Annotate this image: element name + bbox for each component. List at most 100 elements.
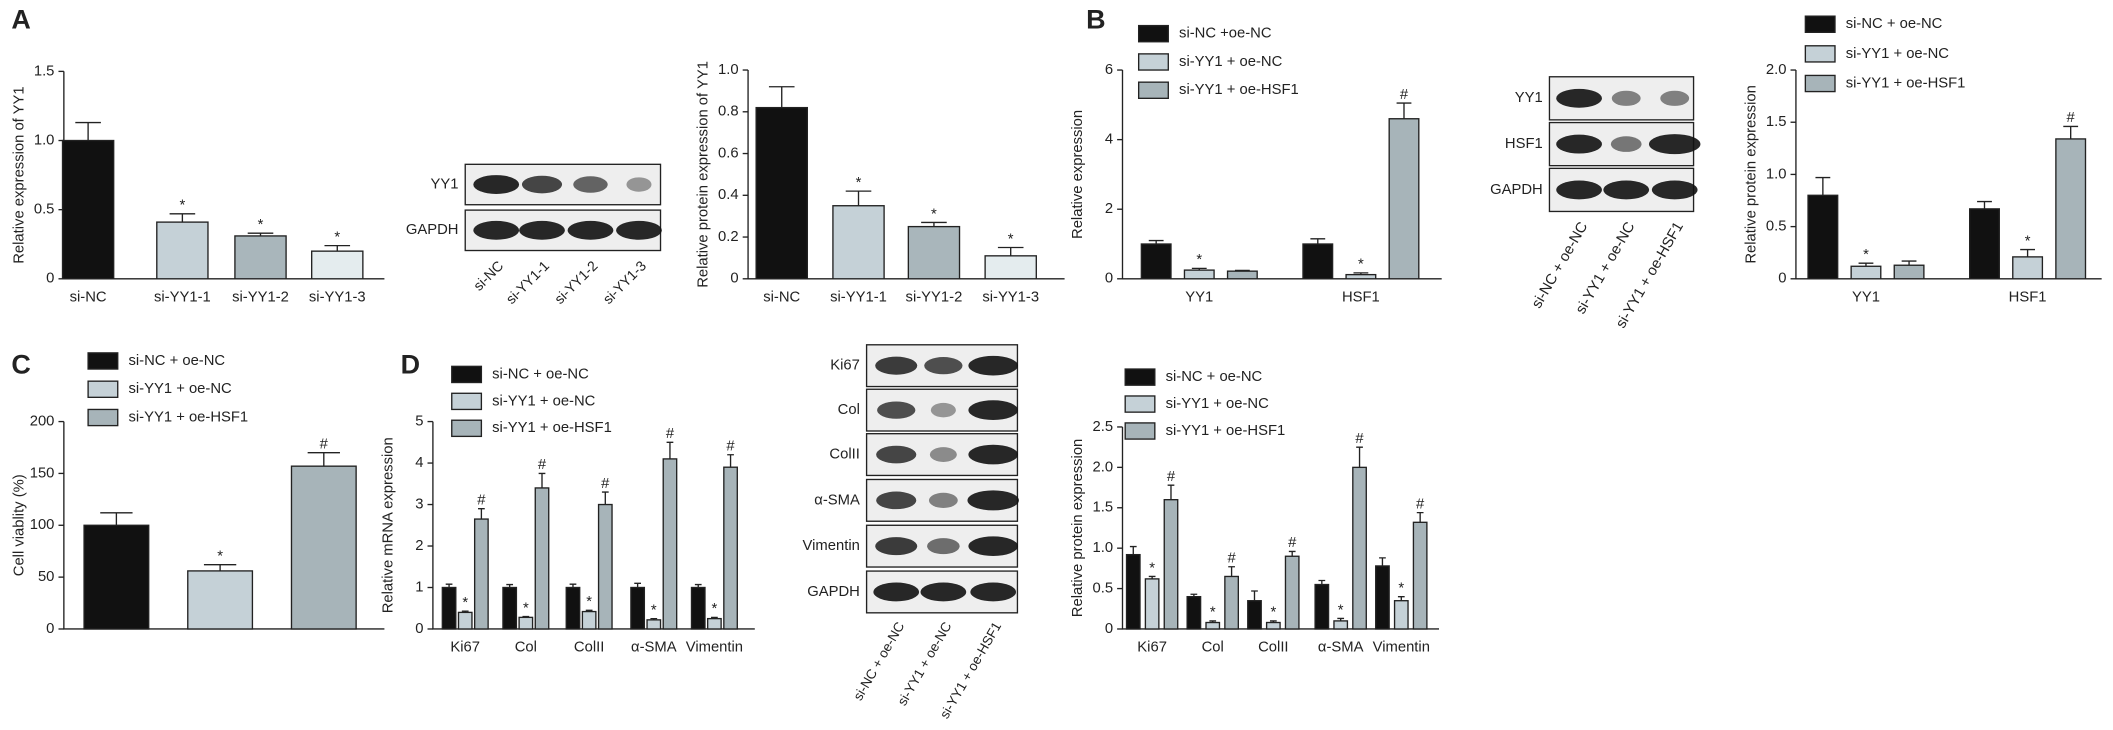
significance-mark: * — [1210, 605, 1216, 621]
blot-row-label: Vimentin — [803, 538, 860, 554]
error-bar — [585, 609, 593, 612]
error-bar — [1901, 260, 1917, 266]
bar — [984, 255, 1037, 280]
error-bar — [75, 121, 101, 141]
blot-band — [473, 175, 520, 194]
legend-label: si-NC +oe-NC — [1179, 26, 1272, 42]
error-bar — [845, 190, 872, 206]
bar — [61, 139, 115, 280]
blot-band — [1610, 136, 1642, 152]
legend-swatch — [87, 380, 119, 398]
bar — [1969, 208, 2000, 280]
significance-mark: * — [1196, 252, 1202, 268]
legend-swatch — [1137, 24, 1169, 43]
y-tick-label: 1.5 — [1766, 114, 1787, 130]
legend-swatch — [1804, 45, 1836, 63]
significance-mark: * — [334, 229, 340, 245]
blot-band — [877, 401, 916, 419]
y-tick-label: 3 — [415, 496, 423, 512]
error-bar — [324, 244, 351, 252]
error-bar — [768, 86, 795, 108]
x-tick-label: si-YY1-2 — [232, 290, 289, 306]
y-axis-title: Relative mRNA expression — [380, 437, 396, 613]
y-axis-title: Relative protein expression of YY1 — [696, 61, 712, 288]
bar — [755, 106, 809, 280]
blot-band — [968, 536, 1018, 556]
significance-mark: # — [666, 426, 675, 442]
bar — [581, 610, 597, 630]
significance-mark: * — [1338, 602, 1344, 618]
bar — [1850, 265, 1882, 280]
error-bar — [203, 564, 237, 571]
legend-swatch — [1137, 53, 1169, 71]
significance-mark: # — [1167, 469, 1176, 485]
bar — [441, 586, 457, 630]
y-tick-label: 1.0 — [1092, 540, 1113, 556]
x-tick-label: ColII — [1258, 640, 1288, 656]
y-tick-label: 4 — [1105, 132, 1113, 148]
significance-mark: * — [586, 594, 592, 610]
bar — [311, 250, 364, 280]
x-tick-label: Vimentin — [686, 640, 743, 656]
error-bar — [1148, 239, 1164, 245]
panel-label: D — [401, 349, 420, 379]
blot-band — [876, 491, 917, 510]
blot-band — [519, 220, 565, 240]
blot-lane-label: si-YY1-2 — [551, 257, 601, 307]
error-bar — [601, 491, 609, 505]
error-bar — [711, 616, 718, 619]
blot-band — [930, 402, 956, 418]
error-bar — [1167, 484, 1175, 500]
blot-lane-label: si-YY1-3 — [600, 257, 650, 307]
error-bar — [307, 452, 340, 467]
legend-label: si-NC + oe-NC — [1846, 16, 1943, 32]
error-bar — [247, 232, 274, 236]
significance-mark: * — [1008, 231, 1014, 247]
x-tick-label: si-YY1-3 — [982, 290, 1039, 306]
bar — [1265, 621, 1281, 630]
bar — [83, 524, 150, 630]
blot-band — [567, 220, 614, 240]
error-bar — [169, 213, 196, 223]
error-bar — [2063, 125, 2079, 139]
bar — [1144, 578, 1160, 630]
error-bar — [997, 246, 1024, 256]
x-tick-label: Ki67 — [1137, 640, 1167, 656]
x-tick-label: Vimentin — [1373, 640, 1430, 656]
blot-band — [1556, 88, 1602, 108]
significance-mark: # — [477, 493, 486, 509]
error-bar — [1353, 272, 1369, 275]
bar — [1183, 269, 1215, 280]
error-bar — [921, 221, 947, 227]
y-tick-label: 200 — [30, 413, 55, 429]
significance-mark: * — [523, 600, 529, 616]
panel-label: A — [11, 5, 30, 35]
y-tick-label: 1.5 — [34, 63, 55, 79]
bar — [1333, 620, 1349, 630]
legend-swatch — [1124, 368, 1156, 386]
y-tick-label: 1.0 — [718, 62, 739, 78]
bar — [723, 466, 738, 630]
legend-label: si-NC + oe-NC — [129, 353, 226, 369]
bar — [1186, 595, 1202, 630]
error-bar — [1228, 566, 1235, 577]
y-tick-label: 1.5 — [1092, 500, 1113, 516]
blot-band — [1603, 180, 1650, 200]
bar — [1140, 243, 1172, 280]
x-tick-label: HSF1 — [2009, 290, 2047, 306]
error-bar — [478, 508, 485, 520]
error-bar — [1318, 579, 1326, 585]
error-bar — [1251, 590, 1258, 601]
legend-swatch — [1804, 15, 1836, 33]
bar — [597, 503, 613, 630]
blot-band — [928, 492, 958, 508]
blot-row-label: YY1 — [1515, 90, 1543, 106]
legend-swatch — [1804, 74, 1836, 93]
error-bar — [1288, 550, 1296, 557]
error-bar — [506, 583, 514, 588]
significance-mark: # — [1227, 551, 1236, 567]
error-bar — [694, 583, 702, 588]
error-bar — [1337, 617, 1345, 621]
blot-band — [924, 357, 963, 375]
bar — [565, 586, 581, 630]
